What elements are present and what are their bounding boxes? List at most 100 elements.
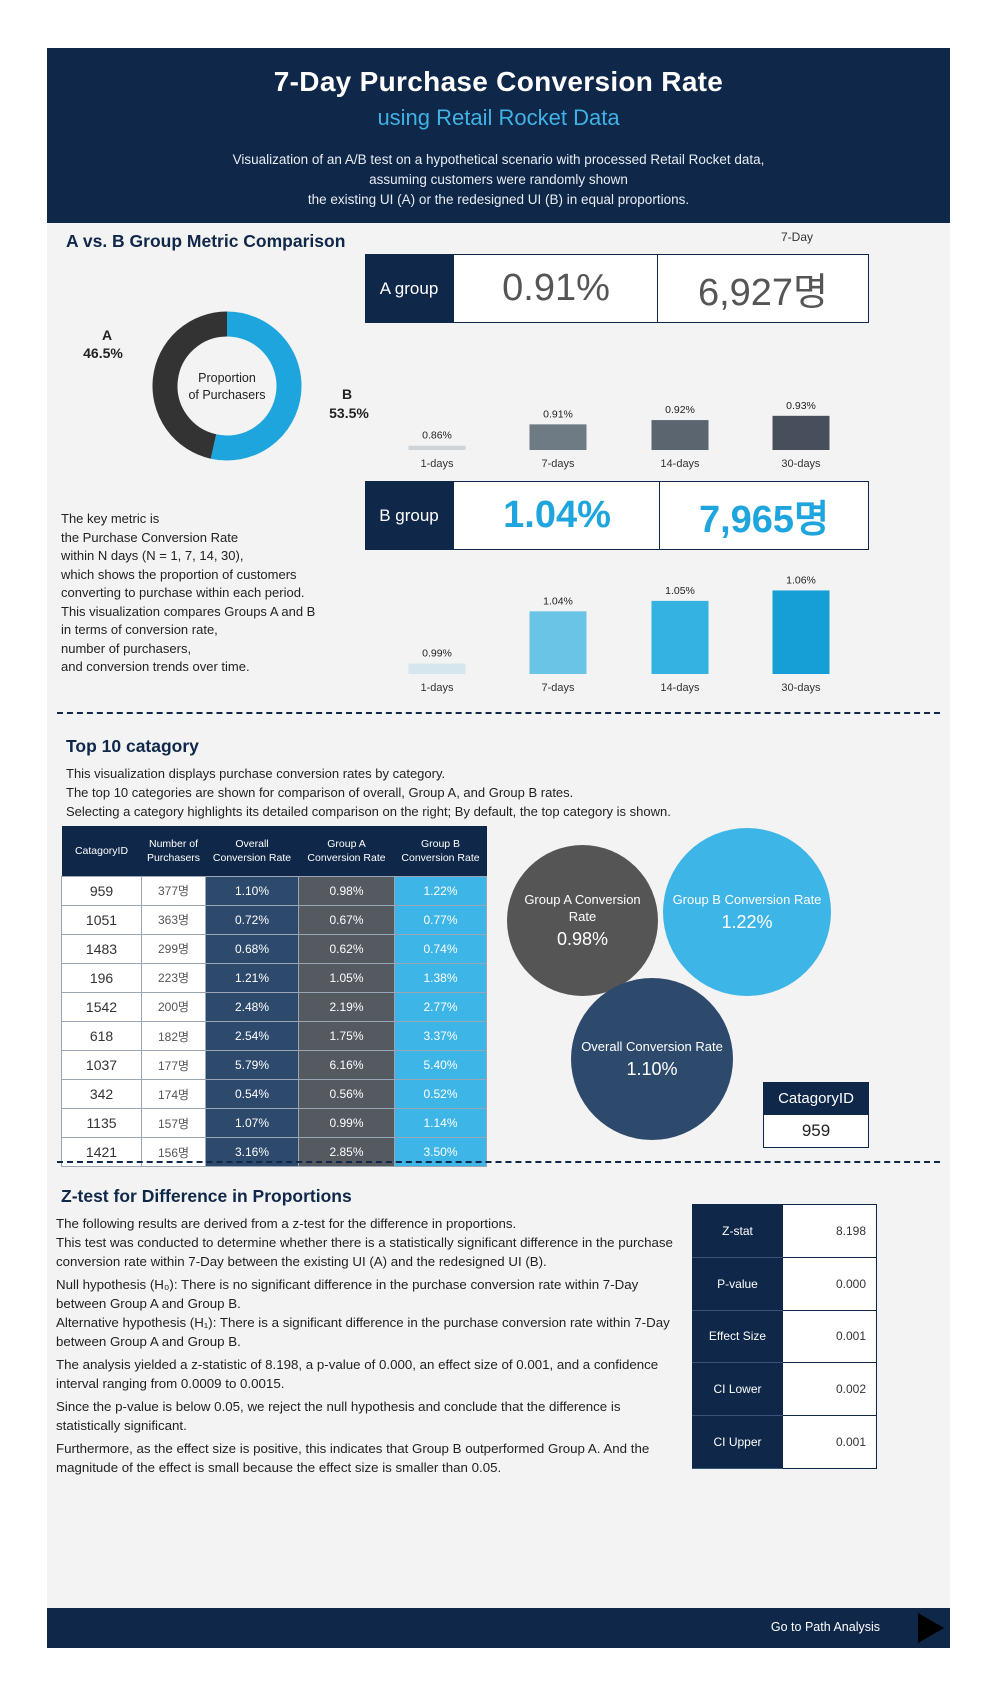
table-row[interactable]: 1037 177명 5.79% 6.16% 5.40% bbox=[61, 1050, 487, 1081]
cell-group-a-rate: 1.75% bbox=[298, 1020, 395, 1052]
cell-category-id: 1483 bbox=[61, 933, 142, 964]
table-row[interactable]: 1135 157명 1.07% 0.99% 1.14% bbox=[61, 1108, 487, 1139]
bubble-group-a: Group A Conversion Rate 0.98% bbox=[507, 845, 658, 996]
ztest-line: between Group A and Group B. bbox=[56, 1334, 241, 1349]
group-b-purchasers: 7,965명 bbox=[659, 481, 869, 550]
group-b-bar-value-label: 1.06% bbox=[786, 574, 816, 586]
cell-group-b-rate: 1.22% bbox=[394, 875, 487, 906]
group-b-trend-bar-chart: 0.99% 1-days 1.04% 7-days 1.05% 14-days 1.06% 3… bbox=[408, 574, 830, 694]
col-header-line: Number of bbox=[148, 837, 199, 850]
metric-description-line: The key metric is bbox=[61, 511, 160, 526]
group-b-bar-value-label: 0.99% bbox=[422, 648, 452, 660]
cell-purchasers: 182명 bbox=[141, 1020, 206, 1052]
col-header-line: Conversion Rate bbox=[401, 851, 480, 864]
ztest-line: statistically significant. bbox=[56, 1418, 187, 1433]
metric-description-line: and conversion trends over time. bbox=[61, 659, 250, 674]
table-row[interactable]: 1051 363명 0.72% 0.67% 0.77% bbox=[61, 904, 487, 935]
cell-purchasers: 174명 bbox=[141, 1079, 206, 1110]
dashboard-page: 7-Day Purchase Conversion Rate using Ret… bbox=[47, 48, 950, 1648]
cell-category-id: 342 bbox=[61, 1079, 142, 1110]
col-header-category-id: CatagoryID bbox=[61, 826, 142, 876]
metric-description-line: within N days (N = 1, 7, 14, 30), bbox=[61, 548, 244, 563]
category-table: CatagoryID Number of Purchasers Overall Co… bbox=[61, 826, 487, 1168]
stat-label: Effect Size bbox=[692, 1309, 783, 1364]
donut-center-label: Proportion bbox=[198, 371, 256, 385]
category-description-line: Selecting a category highlights its deta… bbox=[66, 804, 671, 819]
group-b-rate: 1.04% bbox=[453, 481, 661, 550]
selected-category-label: CatagoryID bbox=[763, 1082, 869, 1114]
group-b-bar-30-days bbox=[772, 590, 830, 674]
col-header-line: Group B bbox=[420, 837, 461, 850]
group-a-bar-category-label: 14-days bbox=[660, 458, 700, 470]
stat-value: 0.001 bbox=[782, 1415, 877, 1469]
path-analysis-link[interactable]: Go to Path Analysis bbox=[770, 1620, 880, 1634]
cell-overall-rate: 0.72% bbox=[205, 904, 299, 935]
group-b-bar-category-label: 1-days bbox=[420, 682, 454, 694]
group-b-label: B group bbox=[365, 481, 453, 550]
donut-slice-b bbox=[210, 311, 302, 461]
header-description-line: the existing UI (A) or the redesigned UI… bbox=[307, 192, 690, 207]
selected-category-value[interactable]: 959 bbox=[763, 1114, 869, 1148]
cell-group-a-rate: 0.98% bbox=[298, 875, 395, 906]
period-label: 7-Day bbox=[781, 230, 814, 244]
ztest-stats-table: Z-stat 8.198 P-value 0.000 Effect Size 0.00… bbox=[692, 1204, 877, 1469]
cell-purchasers: 200명 bbox=[141, 991, 206, 1022]
group-a-bar-14-days bbox=[651, 420, 709, 450]
footer-bar: Go to Path Analysis bbox=[47, 1608, 950, 1648]
cell-overall-rate: 1.10% bbox=[205, 875, 299, 906]
table-row[interactable]: 196 223명 1.21% 1.05% 1.38% bbox=[61, 962, 487, 993]
category-table-header-row: CatagoryID Number of Purchasers Overall Co… bbox=[61, 826, 487, 876]
bubble-group-a-label: Rate bbox=[568, 909, 597, 924]
cell-overall-rate: 1.21% bbox=[205, 962, 299, 993]
ztest-paragraph: Furthermore, as the effect size is posit… bbox=[56, 1439, 673, 1477]
table-row[interactable]: 342 174명 0.54% 0.56% 0.52% bbox=[61, 1079, 487, 1110]
stat-label: Z-stat bbox=[692, 1204, 783, 1258]
ztest-paragraph: Since the p-value is below 0.05, we reje… bbox=[56, 1397, 673, 1435]
cell-overall-rate: 5.79% bbox=[205, 1050, 299, 1081]
bubble-group-b: Group B Conversion Rate 1.22% bbox=[663, 828, 831, 996]
ztest-paragraph: The following results are derived from a… bbox=[56, 1214, 673, 1271]
play-arrow-icon[interactable] bbox=[918, 1613, 944, 1643]
cell-category-id: 196 bbox=[61, 962, 142, 993]
table-row[interactable]: 618 182명 2.54% 1.75% 3.37% bbox=[61, 1020, 487, 1052]
bubble-overall: Overall Conversion Rate 1.10% bbox=[571, 978, 733, 1140]
cell-group-a-rate: 0.56% bbox=[298, 1079, 395, 1110]
table-row[interactable]: 1483 299명 0.68% 0.62% 0.74% bbox=[61, 933, 487, 964]
category-description-line: This visualization displays purchase con… bbox=[66, 766, 446, 781]
group-b-bar-value-label: 1.04% bbox=[543, 595, 573, 607]
donut-slice-a bbox=[152, 311, 228, 459]
group-a-bar-category-label: 30-days bbox=[781, 458, 821, 470]
ztest-section-title: Z-test for Difference in Proportions bbox=[61, 1186, 352, 1206]
bubble-overall-value: 1.10% bbox=[626, 1059, 678, 1079]
group-a-bar-category-label: 1-days bbox=[420, 458, 454, 470]
page-subtitle: using Retail Rocket Data bbox=[377, 105, 620, 130]
cell-category-id: 1051 bbox=[61, 904, 142, 935]
ztest-stat-row: CI Lower 0.002 bbox=[692, 1362, 877, 1417]
group-a-trend-bar-chart: 0.86% 1-days 0.91% 7-days 0.92% 14-days 0.93% 3… bbox=[408, 400, 830, 470]
ztest-line: interval ranging from 0.0009 to 0.0015. bbox=[56, 1376, 285, 1391]
metric-description-line: converting to purchase within each perio… bbox=[61, 585, 305, 600]
cell-category-id: 1037 bbox=[61, 1050, 142, 1081]
group-b-bar-category-label: 30-days bbox=[781, 682, 821, 694]
stat-value: 0.001 bbox=[782, 1309, 877, 1364]
group-b-bar-category-label: 14-days bbox=[660, 682, 700, 694]
header-description-line: Visualization of an A/B test on a hypoth… bbox=[232, 152, 765, 167]
cell-purchasers: 177명 bbox=[141, 1050, 206, 1081]
stat-value: 0.000 bbox=[782, 1256, 877, 1311]
ztest-line: Since the p-value is below 0.05, we reje… bbox=[56, 1399, 621, 1414]
table-row[interactable]: 959 377명 1.10% 0.98% 1.22% bbox=[61, 875, 487, 906]
group-a-bar-value-label: 0.86% bbox=[422, 430, 452, 442]
col-header-purchasers: Number of Purchasers bbox=[141, 826, 206, 876]
cell-purchasers: 223명 bbox=[141, 962, 206, 993]
cell-group-a-rate: 0.99% bbox=[298, 1108, 395, 1139]
donut-label-b: B bbox=[342, 386, 352, 402]
group-a-label: A group bbox=[365, 254, 453, 323]
col-header-overall: Overall Conversion Rate bbox=[205, 826, 299, 876]
group-a-bar-category-label: 7-days bbox=[541, 458, 575, 470]
table-row[interactable]: 1542 200명 2.48% 2.19% 2.77% bbox=[61, 991, 487, 1022]
bubble-overall-label: Overall Conversion Rate bbox=[581, 1039, 723, 1054]
header-description-line: assuming customers were randomly shown bbox=[369, 172, 628, 187]
group-a-bar-30-days bbox=[772, 415, 830, 450]
stat-label: CI Upper bbox=[692, 1415, 783, 1469]
donut-center-label: of Purchasers bbox=[188, 388, 265, 402]
